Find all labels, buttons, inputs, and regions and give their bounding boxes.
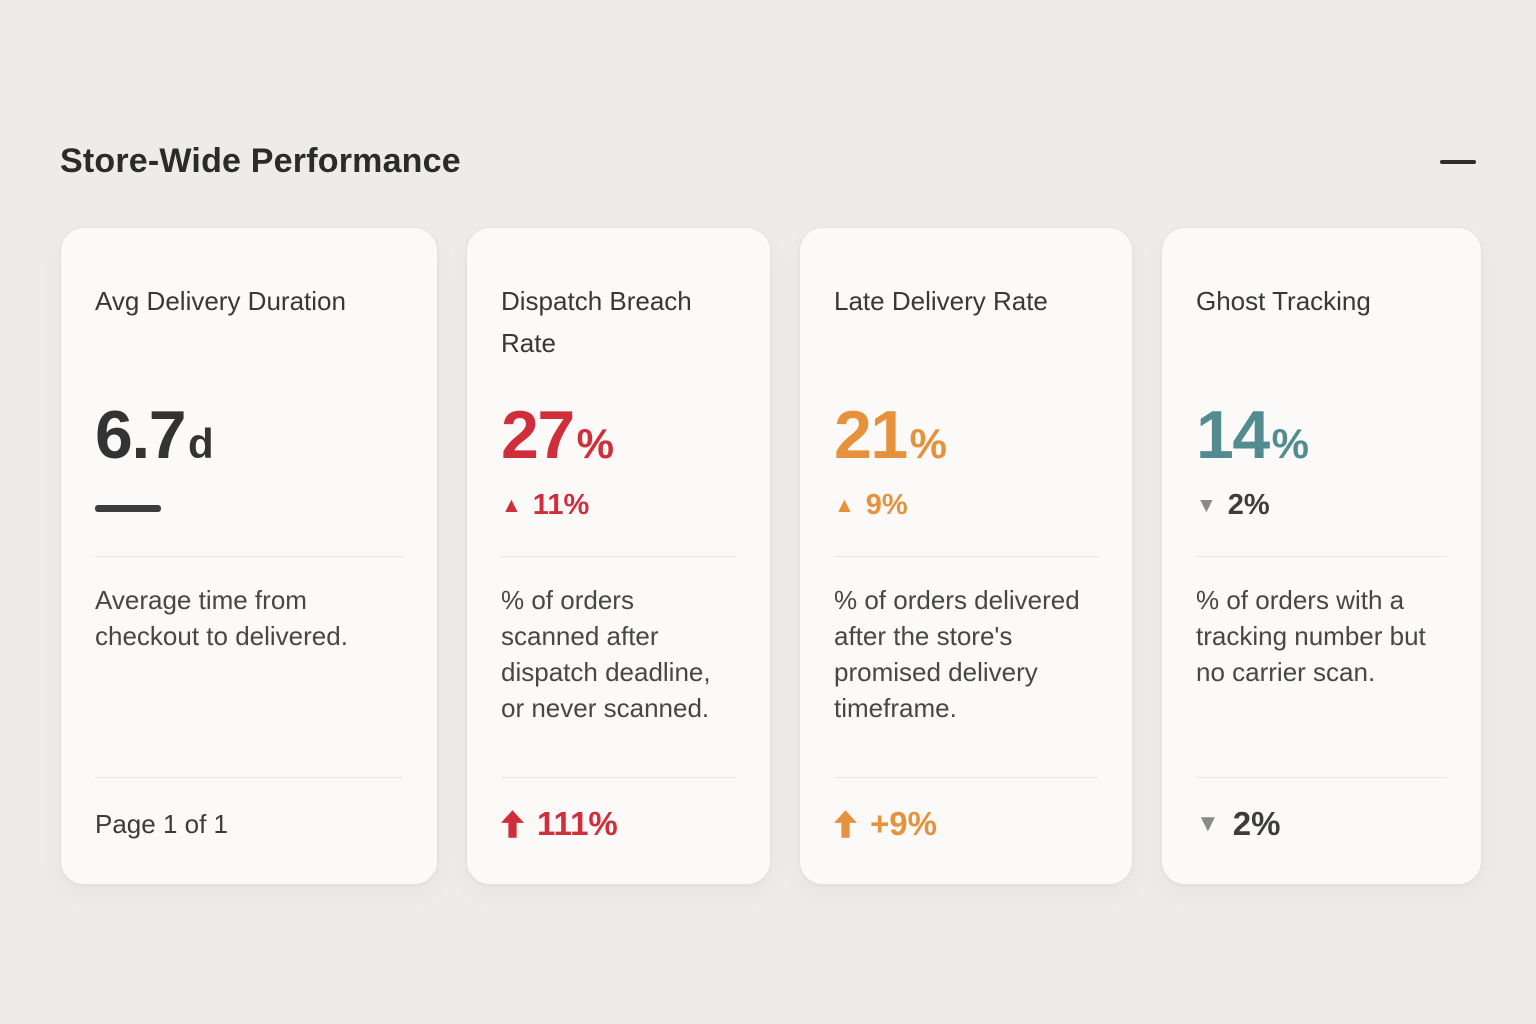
metric-number: 27 bbox=[501, 397, 575, 473]
footer-trend: ▼ 2% bbox=[1196, 804, 1447, 844]
card-ghost-tracking: Ghost Tracking 14 % ▼ 2% % of orders wit… bbox=[1161, 227, 1482, 885]
metric-description: Average time from checkout to delivered. bbox=[95, 585, 348, 651]
collapse-section-button[interactable] bbox=[1438, 150, 1478, 174]
divider bbox=[834, 556, 1098, 557]
trend-value: 11% bbox=[532, 488, 590, 521]
trend-row bbox=[95, 484, 403, 526]
card-title: Late Delivery Rate bbox=[834, 286, 1048, 316]
card-title: Dispatch Breach Rate bbox=[501, 286, 692, 359]
metric-unit: % bbox=[1271, 420, 1309, 467]
divider bbox=[1196, 556, 1447, 557]
trend-row: ▲ 9% bbox=[834, 484, 1098, 526]
store-performance-dashboard: Store-Wide Performance Avg Delivery Dura… bbox=[0, 142, 1536, 1024]
metric-unit: d bbox=[188, 420, 214, 467]
card-title: Avg Delivery Duration bbox=[95, 286, 346, 316]
down-triangle-icon: ▼ bbox=[1196, 810, 1220, 837]
trend-row: ▲ 11% bbox=[501, 484, 736, 526]
footer-trend-value: 111% bbox=[537, 805, 618, 842]
pagination-status: Page 1 of 1 bbox=[95, 808, 228, 839]
metric-value: 14 % bbox=[1196, 396, 1447, 473]
flat-trend-icon bbox=[95, 504, 161, 512]
metric-value: 27 % bbox=[501, 396, 736, 473]
divider bbox=[95, 777, 403, 778]
kpi-card-row: Avg Delivery Duration 6.7 d Average time… bbox=[60, 227, 1536, 885]
down-triangle-icon: ▼ bbox=[1196, 493, 1217, 517]
card-late-delivery-rate: Late Delivery Rate 21 % ▲ 9% % of orders… bbox=[799, 227, 1133, 885]
metric-description: % of orders with a tracking number but n… bbox=[1196, 585, 1426, 687]
up-triangle-icon: ▲ bbox=[834, 493, 855, 517]
page-title: Store-Wide Performance bbox=[60, 142, 461, 180]
divider bbox=[501, 556, 736, 557]
metric-number: 14 bbox=[1196, 397, 1270, 473]
metric-unit: % bbox=[909, 420, 947, 467]
trend-value: 9% bbox=[865, 488, 908, 521]
metric-value: 21 % bbox=[834, 396, 1098, 473]
trend-row: ▼ 2% bbox=[1196, 484, 1447, 526]
metric-number: 6.7 bbox=[95, 397, 187, 473]
up-arrow-icon bbox=[501, 810, 524, 838]
divider bbox=[1196, 777, 1447, 778]
metric-description: % of orders delivered after the store's … bbox=[834, 585, 1080, 723]
up-triangle-icon: ▲ bbox=[501, 493, 522, 517]
trend-value: 2% bbox=[1227, 488, 1270, 521]
divider bbox=[834, 777, 1098, 778]
divider bbox=[95, 556, 403, 557]
up-arrow-icon bbox=[834, 810, 857, 838]
section-header: Store-Wide Performance bbox=[60, 142, 1478, 181]
metric-value: 6.7 d bbox=[95, 396, 403, 473]
divider bbox=[501, 777, 736, 778]
metric-number: 21 bbox=[834, 397, 908, 473]
card-avg-delivery-duration: Avg Delivery Duration 6.7 d Average time… bbox=[60, 227, 438, 885]
minus-icon bbox=[1440, 159, 1476, 164]
footer-trend-value: 2% bbox=[1232, 805, 1281, 842]
footer-trend-value: +9% bbox=[870, 805, 937, 842]
metric-unit: % bbox=[576, 420, 614, 467]
card-dispatch-breach-rate: Dispatch Breach Rate 27 % ▲ 11% % of ord… bbox=[466, 227, 771, 885]
footer-trend: 111% bbox=[501, 804, 736, 844]
metric-description: % of orders scanned after dispatch deadl… bbox=[501, 585, 711, 723]
card-title: Ghost Tracking bbox=[1196, 286, 1371, 316]
footer-trend: +9% bbox=[834, 804, 1098, 844]
